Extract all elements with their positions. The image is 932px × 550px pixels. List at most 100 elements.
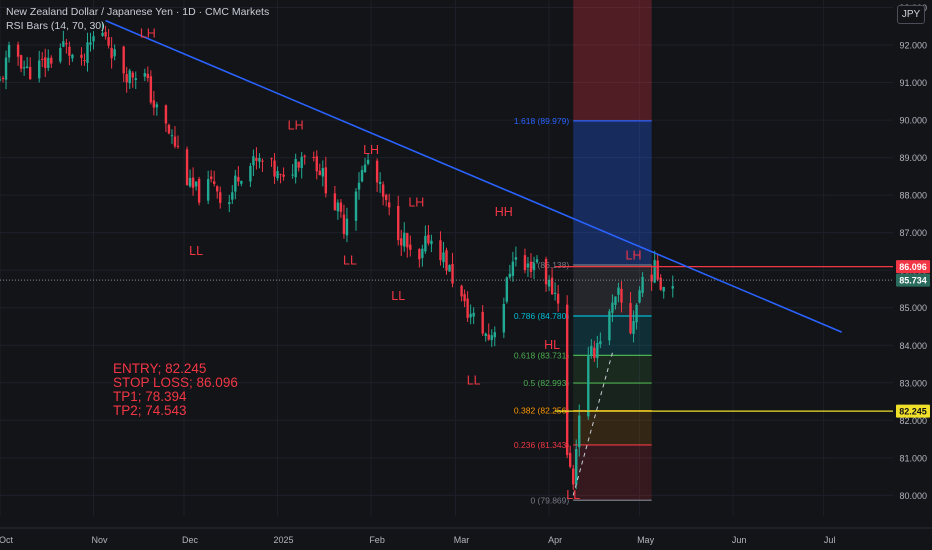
x-tick-label: Nov (92, 535, 109, 545)
extension-zone (573, 120, 652, 266)
candle-body (255, 157, 258, 161)
candle-body (197, 179, 201, 203)
x-tick-label: May (637, 535, 655, 545)
candle-body (65, 43, 68, 45)
candle-body (234, 175, 237, 192)
candle-body (80, 54, 83, 58)
candle-body (553, 292, 557, 294)
candle-body (92, 36, 95, 42)
price-axis-bg (895, 0, 932, 516)
y-tick-label: 91.000 (899, 78, 927, 88)
candle-body (535, 259, 539, 263)
x-tick-label: Feb (369, 535, 385, 545)
candle-body (596, 342, 599, 359)
fib-level-label: 0.236 (81.343) (514, 440, 569, 450)
candle-body (469, 313, 472, 318)
candle-body (68, 46, 71, 56)
candle-body (502, 304, 506, 333)
currency-selector[interactable]: JPY (897, 5, 925, 24)
candle-body (336, 202, 340, 212)
candle-body (614, 296, 617, 305)
candle-body (191, 177, 195, 188)
candle-body (556, 293, 560, 304)
candle-body (575, 449, 578, 485)
swing-label-lh: LH (626, 249, 642, 263)
candle-body (16, 44, 20, 57)
candle-body (460, 285, 463, 297)
candle-body (1, 78, 5, 80)
candle-body (59, 48, 62, 62)
candle-body (587, 354, 590, 417)
entry-price-tag-bg (896, 404, 930, 418)
candle-body (565, 304, 569, 456)
candle-body (406, 233, 409, 248)
candle-body (357, 182, 361, 190)
projection-path (572, 352, 613, 496)
candle-body (19, 55, 23, 69)
upper-risk-zone (573, 0, 652, 121)
indicator-label[interactable]: RSI Bars (14, 70, 30) (6, 20, 105, 32)
y-tick-label: 92.000 (899, 41, 927, 51)
tp1-note: TP1; 78.394 (113, 389, 187, 404)
y-tick-label: 88.000 (899, 191, 927, 201)
fib-level-label: 1 (86.138) (530, 260, 569, 270)
candle-body (276, 171, 279, 179)
candle-body (427, 234, 430, 244)
candle-body (424, 235, 427, 252)
candle-body (194, 181, 198, 187)
candle-body (173, 136, 177, 147)
trade-notes: ENTRY; 82.245 STOP LOSS; 86.096 TP1; 78.… (113, 362, 238, 418)
candle-body (324, 167, 328, 194)
candle-body (300, 156, 303, 169)
candle-body (89, 42, 92, 45)
x-tick-label: 2025 (274, 535, 294, 545)
candle-body (448, 265, 451, 272)
fib-band (573, 410, 652, 445)
fib-band (573, 444, 652, 501)
y-tick-label: 85.000 (899, 303, 927, 313)
candle-body (593, 347, 596, 358)
candle-body (125, 74, 128, 83)
candle-body (188, 177, 192, 187)
candle-body (342, 214, 346, 235)
x-tick-label: Oct (0, 535, 13, 545)
candle-body (71, 54, 74, 59)
candle-body (86, 42, 89, 63)
candle-body (568, 452, 572, 467)
candle-body (472, 312, 475, 317)
candle-body (659, 277, 662, 290)
candle-body (529, 261, 533, 272)
stop-price-tag-bg (896, 260, 930, 274)
y-tick-label: 80.000 (899, 491, 927, 501)
candles (0, 22, 674, 490)
candle-body (152, 100, 156, 108)
candle-body (219, 192, 222, 203)
candle-body (490, 335, 493, 341)
candle-body (638, 290, 641, 303)
candle-body (608, 311, 611, 341)
swing-label-ll: LL (566, 488, 580, 502)
candle-body (270, 158, 273, 160)
candle-body (345, 218, 349, 236)
candle-body (484, 333, 487, 337)
candle-body (113, 49, 116, 57)
candle-body (7, 45, 11, 58)
candle-body (421, 248, 424, 258)
candle-body (339, 202, 343, 212)
symbol-title: New Zealand Dollar / Japanese Yen · 1D ·… (6, 6, 270, 18)
grid (0, 0, 893, 534)
candle-body (505, 277, 509, 302)
candle-body (526, 263, 530, 268)
candle-body (354, 191, 358, 221)
candle-body (167, 124, 171, 134)
candle-body (360, 169, 364, 182)
candle-body (493, 332, 496, 338)
time-axis: Oct Nov Dec 2025 Feb Mar Apr May Jun Jul (0, 516, 932, 550)
candle-body (185, 149, 189, 185)
candle-body (629, 303, 632, 334)
candle-body (442, 252, 445, 263)
candle-body (110, 47, 113, 59)
position-zone: 1.618 (89.979) 1 (86.138) 0.786 (84.780) 0.… (514, 0, 652, 505)
